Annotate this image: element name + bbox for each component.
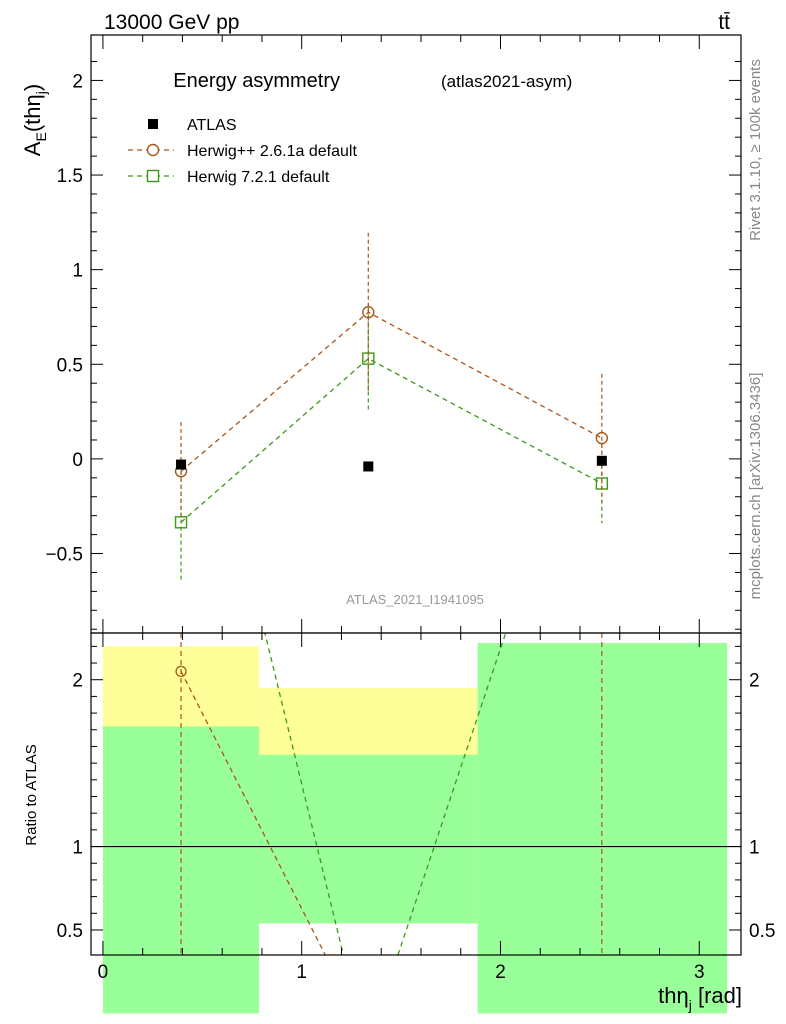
y-tick-label: 1.5 (57, 166, 83, 187)
main-panel: Energy asymmetry (atlas2021-asym) ATLAS_… (173, 70, 609, 607)
x-tick-label: 1 (296, 962, 307, 983)
main-y-axis-label: AE(thηj) (20, 84, 49, 156)
y-tick-label: 0 (72, 450, 83, 471)
y-tick-label: 0.5 (57, 355, 83, 376)
data-point-atlas-3 (596, 455, 607, 466)
legend-marker-atlas (148, 119, 158, 129)
analysis-watermark: ATLAS_2021_I1941095 (346, 592, 484, 607)
ratio-y-tick-label-right: 1 (749, 838, 760, 859)
legend-label: Herwig 7.2.1 default (187, 169, 330, 186)
legend-marker-herwig7 (146, 169, 160, 183)
chart-subtitle: (atlas2021-asym) (441, 72, 572, 91)
series-line-herwig7 (180, 357, 603, 523)
y-tick-label: 1 (72, 261, 83, 282)
ratio-y-tick-label: 0.5 (57, 921, 83, 942)
ratio-panel (91, 633, 741, 1014)
y-tick-label: 2 (72, 71, 83, 92)
ratio-curves (175, 633, 603, 955)
legend: ATLAS Herwig++ 2.6.1a default Herwig 7.2.1… (128, 117, 357, 186)
series-line-herwigpp (180, 311, 603, 472)
ratio-y-tick-label: 1 (72, 838, 83, 859)
series-point-herwigpp-2 (362, 306, 375, 319)
process-label: 13000 GeV pp (104, 11, 239, 34)
final-state-label: tt̄ (718, 11, 730, 34)
series-point-herwigpp-3 (595, 431, 609, 445)
mcplots-label: mcplots.cern.ch [arXiv:1306.3436] (747, 373, 764, 600)
y-tick-label: −0.5 (45, 545, 83, 566)
ratio-line-herwigpp (180, 671, 327, 955)
data-point-atlas-1 (176, 459, 187, 470)
data-point-atlas-2 (363, 461, 374, 472)
ratio-uncertainty-band-inner (258, 754, 478, 924)
legend-label: Herwig++ 2.6.1a default (187, 143, 357, 160)
x-tick-label: 3 (694, 962, 705, 983)
ratio-marker-herwigpp-1 (175, 665, 187, 678)
ratio-y-tick-label: 2 (72, 671, 83, 692)
ratio-line-herwig7-b (397, 633, 507, 955)
x-tick-label: 2 (495, 962, 506, 983)
x-tick-label: 0 (98, 962, 109, 983)
rivet-version-label: Rivet 3.1.10, ≥ 100k events (747, 59, 764, 241)
ratio-y-tick-label-right: 2 (749, 671, 760, 692)
ratio-y-tick-label-right: 0.5 (749, 921, 775, 942)
svg-text:AE(thηj): AE(thηj) (20, 84, 49, 156)
ratio-line-herwig7-a (264, 633, 345, 955)
ratio-frame (90, 632, 742, 956)
legend-marker-herwigpp (146, 143, 160, 157)
ratio-y-axis-label: Ratio to ATLAS (23, 744, 40, 845)
chart-title: Energy asymmetry (173, 70, 340, 92)
legend-label: ATLAS (187, 117, 237, 134)
